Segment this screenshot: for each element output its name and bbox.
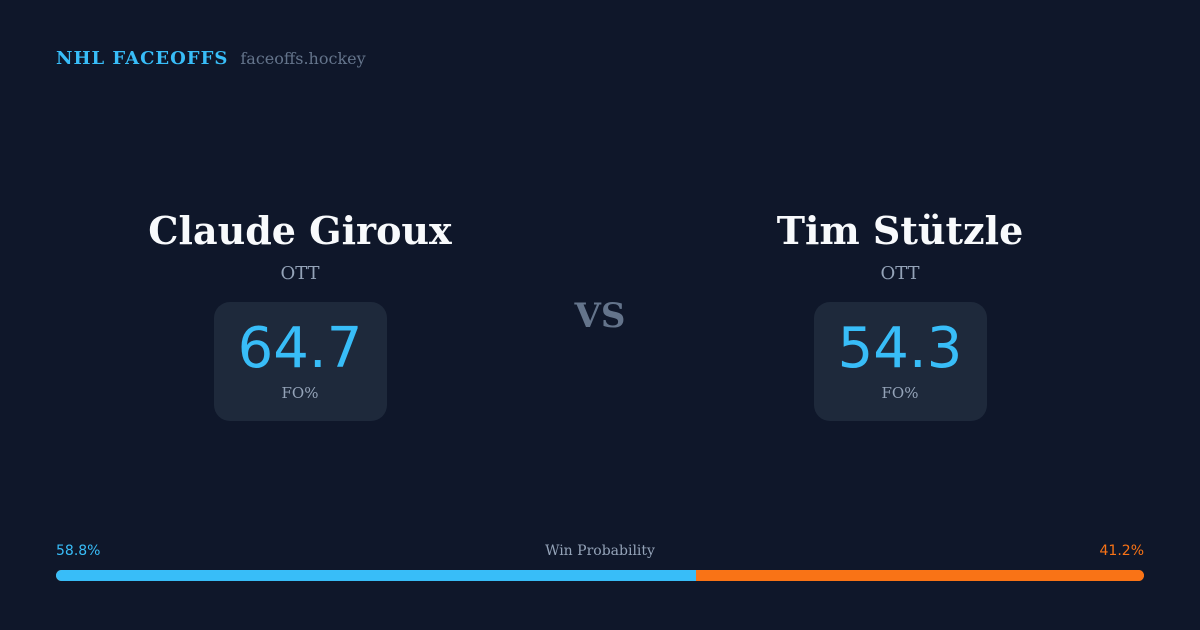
player-name: Claude Giroux (148, 208, 452, 253)
win-probability-right: 41.2% (1099, 543, 1144, 559)
player-name: Tim Stützle (776, 208, 1024, 253)
win-probability-bar (56, 570, 1144, 581)
player-team: OTT (280, 263, 320, 284)
faceoff-stat-card: 64.7 FO% (213, 302, 387, 421)
brand-header: NHL FACEOFFS faceoffs.hockey (56, 48, 366, 69)
brand-name: NHL FACEOFFS (56, 48, 229, 69)
faceoff-percentage: 64.7 (237, 316, 363, 381)
faceoff-percentage: 54.3 (837, 316, 963, 381)
player-right: Tim Stützle OTT 54.3 FO% (650, 205, 1150, 421)
faceoff-label: FO% (881, 384, 919, 402)
player-left: Claude Giroux OTT 64.7 FO% (50, 205, 550, 421)
faceoff-stat-card: 54.3 FO% (813, 302, 987, 421)
win-probability-left-fill (56, 570, 696, 581)
player-team: OTT (880, 263, 920, 284)
win-probability-title: Win Probability (545, 543, 655, 559)
faceoff-label: FO% (281, 384, 319, 402)
versus-label: VS (574, 296, 626, 336)
brand-site: faceoffs.hockey (240, 49, 366, 68)
win-probability-right-fill (695, 570, 1144, 581)
win-probability-left: 58.8% (56, 543, 101, 559)
